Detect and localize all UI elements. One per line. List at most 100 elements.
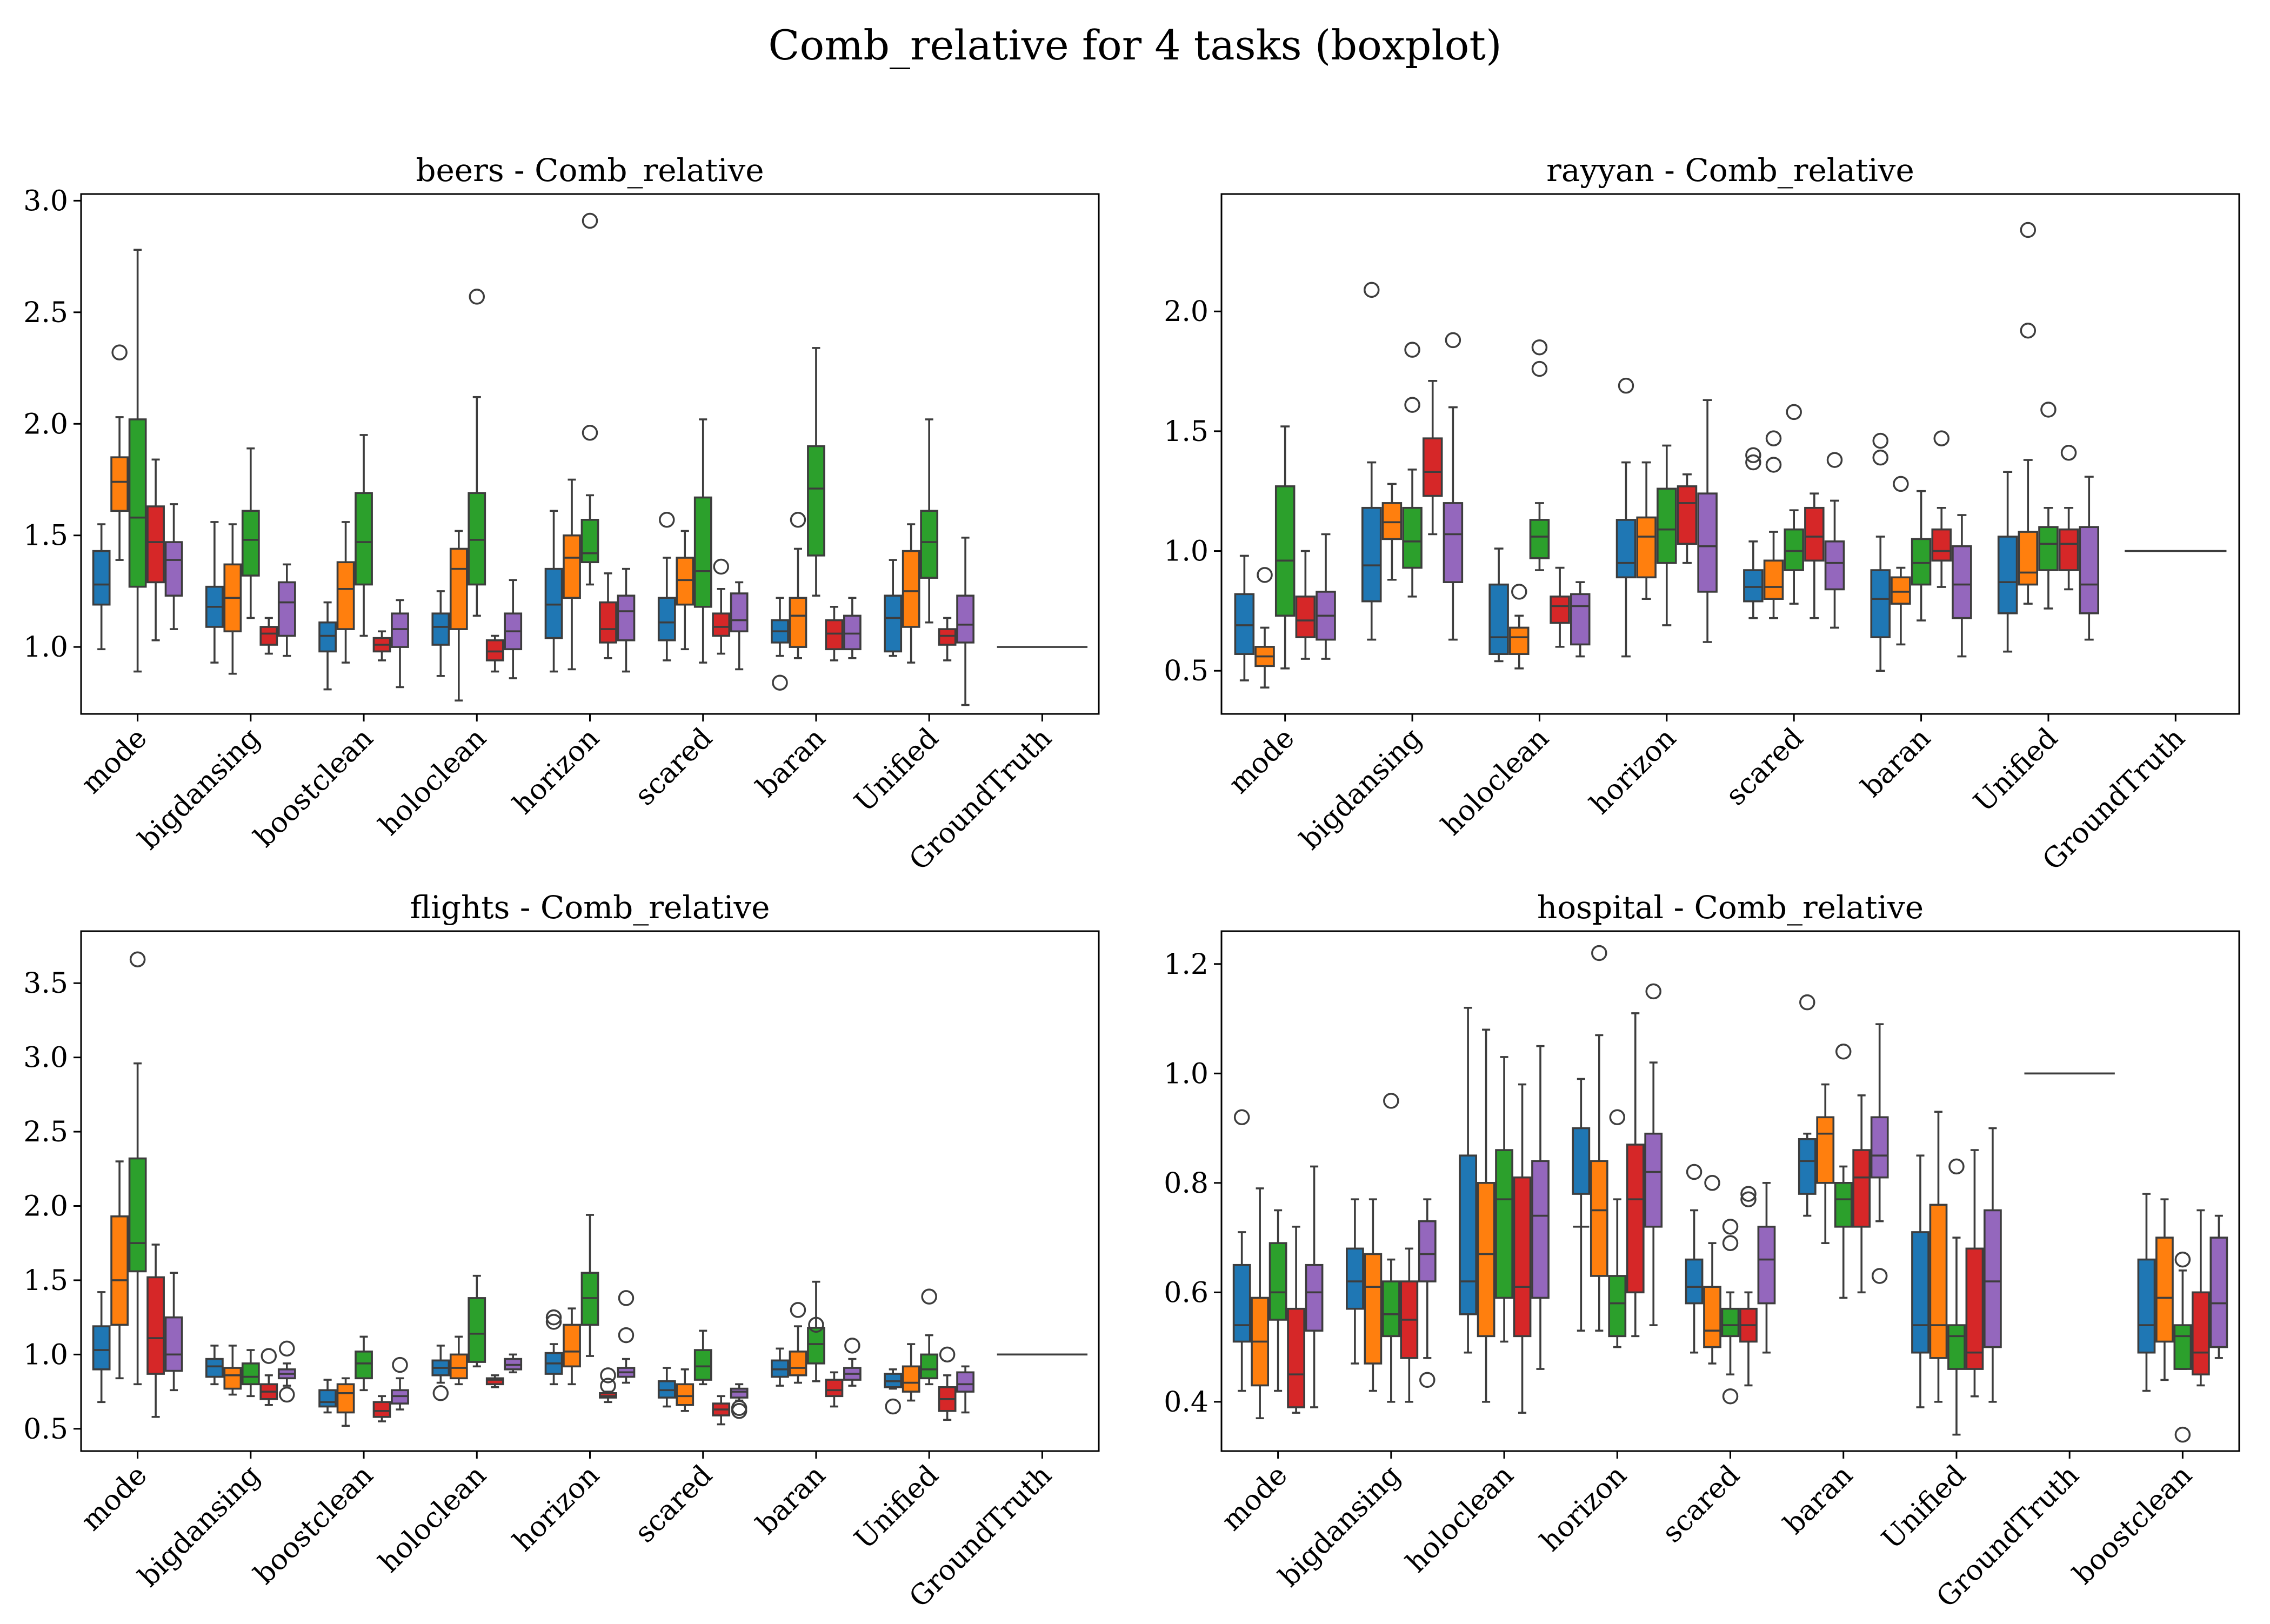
box <box>336 1383 355 1414</box>
box <box>1531 1160 1550 1299</box>
x-tick-label: scared <box>629 722 719 812</box>
box <box>1509 626 1530 655</box>
box <box>599 601 617 644</box>
outlier-point <box>1531 339 1548 356</box>
box <box>164 541 183 597</box>
outlier-point <box>111 344 128 360</box>
y-tick-label: 3.0 <box>23 185 68 217</box>
box <box>355 492 373 586</box>
y-tick-label: 0.5 <box>1164 655 1209 687</box>
box <box>1816 1116 1835 1184</box>
box <box>1361 506 1382 603</box>
box <box>1572 1127 1591 1195</box>
box <box>2173 1324 2192 1370</box>
box <box>128 418 147 588</box>
x-tick-label: mode <box>1216 1459 1294 1538</box>
box <box>1234 593 1255 655</box>
outlier-point <box>1740 1186 1757 1202</box>
box <box>657 597 676 641</box>
outlier-point <box>1835 1044 1852 1060</box>
box <box>884 594 903 653</box>
box <box>825 619 844 651</box>
x-tick-label: mode <box>75 722 153 800</box>
box <box>1305 1264 1324 1332</box>
box <box>1852 1149 1871 1228</box>
box <box>1947 1324 1966 1370</box>
x-tick-label: baran <box>750 1459 832 1541</box>
outlier-point <box>1383 1093 1399 1109</box>
y-tick-label: 0.5 <box>23 1413 68 1446</box>
box <box>1422 437 1443 497</box>
box <box>789 1351 807 1376</box>
box <box>128 1157 147 1273</box>
box <box>563 534 581 599</box>
box <box>1626 1144 1645 1294</box>
box <box>956 1371 974 1393</box>
x-tick-label: scared <box>629 1459 719 1549</box>
box <box>1550 595 1570 624</box>
box <box>1697 492 1718 593</box>
box <box>825 1379 844 1398</box>
box <box>1570 593 1591 646</box>
y-tick-label: 1.5 <box>23 520 68 552</box>
box <box>2192 1291 2210 1376</box>
box <box>449 547 468 630</box>
outlier-point <box>790 1302 806 1318</box>
box <box>1721 1307 1740 1338</box>
box <box>336 561 355 630</box>
y-tick-label: 2.5 <box>23 1116 68 1148</box>
outlier-point <box>545 1314 562 1330</box>
box <box>1477 1182 1495 1338</box>
y-tick-label: 2.5 <box>23 297 68 329</box>
outlier-point <box>921 1288 937 1305</box>
outlier-point <box>1591 945 1607 961</box>
box <box>843 614 862 651</box>
box <box>1459 1154 1477 1315</box>
x-tick-label: horizon <box>507 722 606 821</box>
y-tick-label: 0.4 <box>1164 1386 1209 1419</box>
x-tick-label: horizon <box>1534 1459 1633 1558</box>
y-tick-label: 1.0 <box>1164 536 1209 568</box>
outlier-point <box>1872 432 1888 449</box>
box <box>110 456 129 512</box>
box <box>277 581 296 637</box>
box <box>1488 583 1509 655</box>
x-tick-label: boostclean <box>248 1459 380 1591</box>
outlier-point <box>1722 1219 1739 1235</box>
x-tick-label: scared <box>1720 722 1810 812</box>
outlier-point <box>279 1340 295 1357</box>
x-tick-label: Unified <box>1875 1459 1972 1556</box>
x-tick-label: boostclean <box>248 722 380 854</box>
outlier-point <box>844 1338 860 1354</box>
box <box>693 496 712 608</box>
box <box>1784 528 1804 571</box>
box <box>2058 528 2079 571</box>
y-tick-label: 1.0 <box>23 631 68 664</box>
outlier-point <box>772 674 788 691</box>
box <box>1763 559 1784 600</box>
y-tick-label: 2.0 <box>23 1190 68 1222</box>
outlier-point <box>885 1398 901 1415</box>
box <box>1418 1220 1437 1282</box>
outlier-point <box>582 212 598 229</box>
x-tick-label: horizon <box>1584 722 1683 821</box>
outlier-point <box>469 289 485 305</box>
outlier-point <box>279 1386 295 1403</box>
box <box>807 1327 825 1365</box>
box <box>205 1358 224 1378</box>
outlier-point <box>1871 1268 1888 1284</box>
box <box>1834 1182 1853 1228</box>
box <box>676 557 695 606</box>
box <box>110 1215 129 1326</box>
outlier-point <box>432 1385 449 1401</box>
x-tick-label: boostclean <box>2067 1459 2199 1591</box>
box <box>730 592 749 633</box>
outlier-point <box>129 951 146 967</box>
box <box>241 510 260 577</box>
box <box>1513 1176 1532 1338</box>
box <box>1911 1231 1929 1354</box>
subplot-title: flights - Comb_relative <box>410 889 770 926</box>
box <box>1798 1138 1817 1195</box>
box <box>1965 1247 1984 1370</box>
